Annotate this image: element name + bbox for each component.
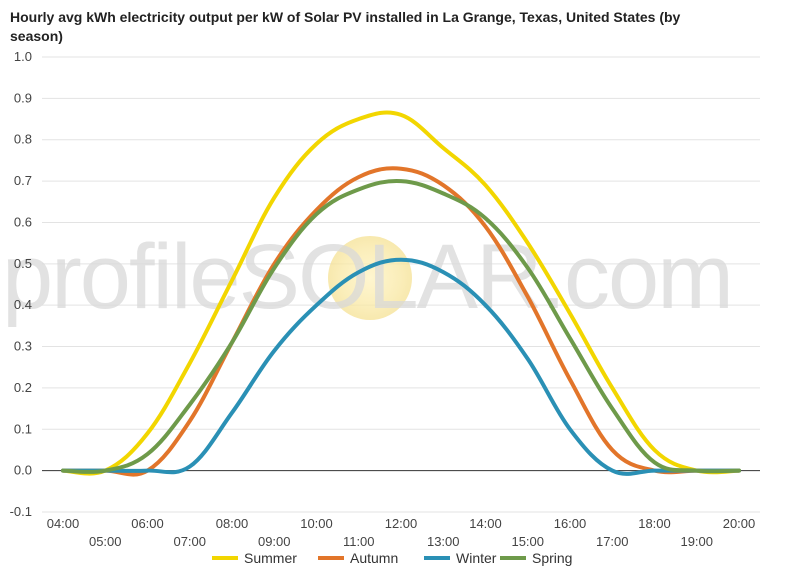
- legend-label-autumn: Autumn: [350, 550, 398, 566]
- watermark: profileSOLAR.com: [2, 226, 734, 328]
- y-tick-label: 0.1: [14, 421, 32, 436]
- legend-label-winter: Winter: [456, 550, 497, 566]
- x-tick-label: 12:00: [385, 516, 418, 531]
- x-tick-label: 11:00: [343, 534, 375, 549]
- x-tick-label: 08:00: [216, 516, 249, 531]
- x-tick-label: 19:00: [680, 534, 713, 549]
- x-tick-label: 07:00: [173, 534, 206, 549]
- x-axis: 04:00 05:00 06:00 07:00 08:00 09:00 10:00 11:00…: [47, 516, 756, 549]
- y-tick-label: 0.2: [14, 380, 32, 395]
- x-tick-label: 15:00: [511, 534, 544, 549]
- x-tick-label: 13:00: [427, 534, 460, 549]
- y-tick-label: -0.1: [10, 504, 32, 519]
- x-tick-label: 17:00: [596, 534, 629, 549]
- legend: Summer Autumn Winter Spring: [212, 550, 572, 566]
- y-tick-label: 0.4: [14, 297, 32, 312]
- y-tick-label: 0.6: [14, 214, 32, 229]
- series-line-summer: [61, 110, 741, 476]
- series-line-spring: [61, 178, 741, 474]
- watermark-text: profileSOLAR.com: [2, 226, 732, 328]
- y-tick-label: 0.8: [14, 132, 32, 147]
- y-tick-label: 1.0: [14, 49, 32, 64]
- x-tick-label: 09:00: [258, 534, 291, 549]
- y-tick-label: 0.7: [14, 173, 32, 188]
- x-tick-label: 16:00: [554, 516, 587, 531]
- y-tick-label: 0.0: [14, 463, 32, 478]
- x-tick-label: 05:00: [89, 534, 122, 549]
- x-tick-label: 10:00: [300, 516, 333, 531]
- y-axis: 1.0 0.9 0.8 0.7 0.6 0.5 0.4 0.3 0.2 0.1 0.0 -0.1: [10, 49, 32, 519]
- series-line-winter: [61, 257, 741, 476]
- legend-label-spring: Spring: [532, 550, 572, 566]
- x-tick-label: 18:00: [638, 516, 671, 531]
- y-tick-label: 0.9: [14, 90, 32, 105]
- y-tick-label: 0.3: [14, 339, 32, 354]
- y-tick-label: 0.5: [14, 256, 32, 271]
- legend-label-summer: Summer: [244, 550, 297, 566]
- x-tick-label: 06:00: [131, 516, 164, 531]
- watermark-sun: [328, 236, 412, 320]
- chart-title: Hourly avg kWh electricity output per kW…: [10, 9, 681, 44]
- series-lines: [61, 110, 741, 477]
- x-tick-label: 04:00: [47, 516, 80, 531]
- x-tick-label: 14:00: [469, 516, 502, 531]
- x-tick-label: 20:00: [723, 516, 756, 531]
- series-line-autumn: [61, 166, 741, 477]
